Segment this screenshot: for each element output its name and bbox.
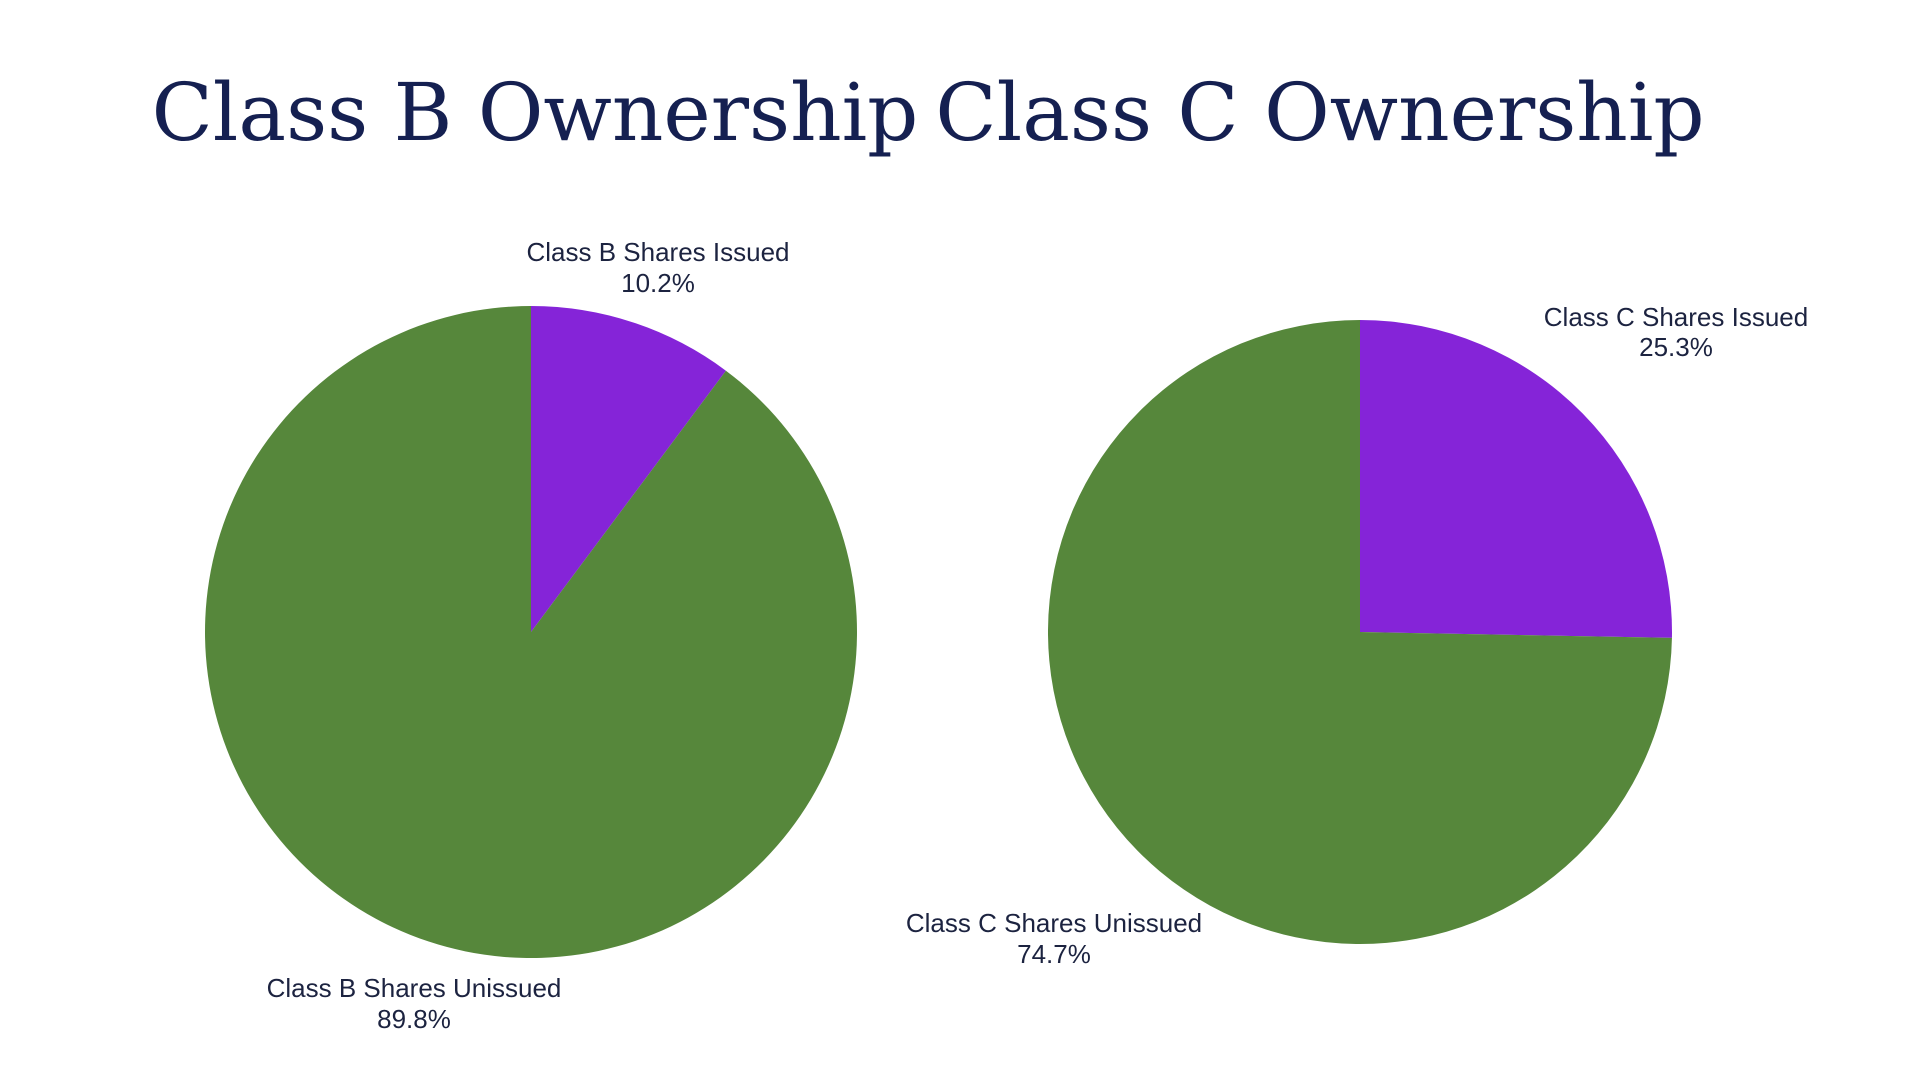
class-c-issued-slice (1360, 320, 1672, 638)
class-c-issued-percent: 25.3% (1639, 332, 1713, 362)
class-b-ownership-chart: Class B Ownership Class B Shares Issued … (152, 66, 919, 1034)
class-c-pie (1047, 319, 1672, 945)
class-c-unissued-slice (1047, 319, 1672, 945)
class-c-issued-label: Class C Shares Issued (1544, 302, 1808, 332)
class-b-unissued-slice (205, 306, 858, 958)
class-c-chart-title: Class C Ownership (935, 66, 1704, 159)
class-b-unissued-label: Class B Shares Unissued (267, 973, 562, 1003)
class-c-ownership-chart: Class C Ownership Class C Shares Issued … (906, 66, 1808, 969)
class-b-unissued-percent: 89.8% (377, 1004, 451, 1034)
class-b-issued-percent: 10.2% (621, 268, 695, 298)
class-b-issued-slice (531, 306, 726, 632)
class-c-unissued-label: Class C Shares Unissued (906, 908, 1202, 938)
class-c-unissued-percent: 74.7% (1017, 939, 1091, 969)
class-b-issued-label: Class B Shares Issued (526, 237, 789, 267)
class-b-chart-title: Class B Ownership (152, 66, 919, 159)
class-b-pie (205, 306, 858, 958)
